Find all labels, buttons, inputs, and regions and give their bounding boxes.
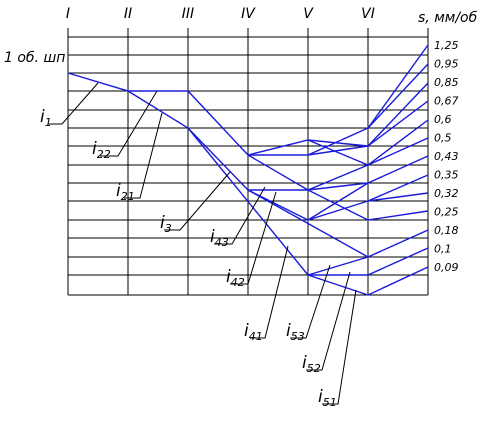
feed-label: 0,95 bbox=[434, 58, 459, 71]
ratio-main: i bbox=[286, 321, 291, 341]
ratio-main: i bbox=[160, 213, 165, 233]
column-label: V bbox=[303, 6, 314, 22]
feed-label: 0,5 bbox=[434, 132, 452, 145]
ratio-label: i41 bbox=[244, 321, 263, 343]
column-label: III bbox=[182, 6, 194, 22]
spindle-label: 1 об. шп bbox=[4, 50, 65, 66]
rays bbox=[67, 44, 429, 296]
ratio-main: i bbox=[302, 353, 307, 373]
ratio-sub: 41 bbox=[249, 330, 263, 343]
ratio-sub: 52 bbox=[307, 362, 321, 375]
ratio-main: i bbox=[226, 267, 231, 287]
ratio-label: i22 bbox=[92, 139, 111, 161]
feed-label: 0,43 bbox=[434, 150, 459, 163]
ratio-label: i53 bbox=[286, 321, 305, 343]
ratio-label: i43 bbox=[210, 227, 229, 249]
ratio-sub: 1 bbox=[45, 116, 52, 129]
ratio-main: i bbox=[244, 321, 249, 341]
column-label: II bbox=[124, 6, 132, 22]
column-label: I bbox=[66, 6, 70, 22]
ratio-label: i3 bbox=[160, 213, 172, 235]
column-label: VI bbox=[361, 6, 375, 22]
ratio-label: i21 bbox=[116, 181, 135, 203]
ratio-sub: 42 bbox=[231, 276, 245, 289]
feed-label: 0,67 bbox=[434, 95, 459, 108]
feed-label: 0,1 bbox=[434, 243, 452, 256]
feed-label: 0,18 bbox=[434, 224, 459, 237]
ratio-sub: 43 bbox=[215, 236, 229, 249]
ratio-main: i bbox=[116, 181, 121, 201]
column-label: IV bbox=[241, 6, 256, 22]
feed-label: 0,25 bbox=[434, 206, 459, 219]
ratio-sub: 21 bbox=[121, 190, 135, 203]
feed-label: 0,35 bbox=[434, 169, 459, 182]
feed-label: 1,25 bbox=[434, 39, 459, 52]
feed-label: 0,32 bbox=[434, 187, 459, 200]
ratio-main: i bbox=[92, 139, 97, 159]
feed-label: 0,85 bbox=[434, 76, 459, 89]
ratio-sub: 53 bbox=[291, 330, 305, 343]
feed-label: 0,6 bbox=[434, 113, 452, 126]
ratio-sub: 22 bbox=[97, 148, 111, 161]
unit-label: s, мм/об bbox=[418, 10, 478, 26]
ratio-label: i52 bbox=[302, 353, 321, 375]
ratio-label: i42 bbox=[226, 267, 245, 289]
ratio-sub: 3 bbox=[165, 222, 172, 235]
leaders bbox=[48, 82, 357, 405]
ratio-sub: 51 bbox=[323, 396, 337, 409]
feed-label: 0,09 bbox=[434, 261, 459, 274]
ratio-label: i51 bbox=[318, 387, 337, 409]
ratio-label: i1 bbox=[40, 107, 52, 129]
ratio-main: i bbox=[210, 227, 215, 247]
ratio-main: i bbox=[318, 387, 323, 407]
ratio-main: i bbox=[40, 107, 45, 127]
